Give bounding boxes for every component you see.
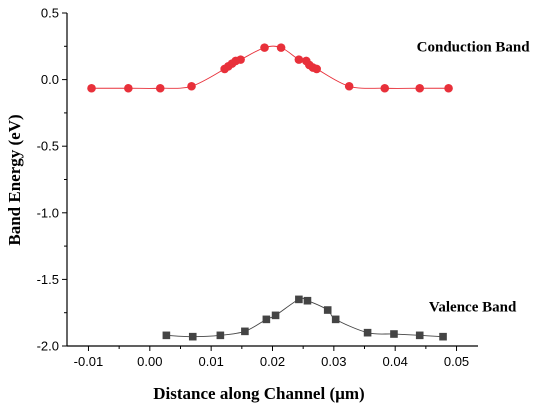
x-tick-label: 0.01: [199, 354, 224, 369]
y-tick-label: -0.5: [37, 139, 59, 154]
valence-band-point: [331, 315, 340, 324]
valence-band-point: [295, 295, 303, 304]
x-tick-label: 0.03: [321, 354, 346, 369]
valence-band-point: [216, 331, 225, 340]
valence-band-point: [262, 315, 271, 324]
conduction-band-point: [380, 83, 390, 93]
x-tick-label: -0.01: [74, 354, 104, 369]
conduction-band-point: [155, 83, 165, 93]
valence-band-point: [390, 330, 398, 338]
conduction-band-point: [187, 81, 196, 91]
conduction-band-point: [124, 83, 133, 93]
valence-band-point: [241, 327, 249, 336]
conduction-band-point: [260, 43, 269, 52]
conduction-band-point: [87, 83, 96, 93]
annotation-label: Conduction Band: [417, 40, 531, 56]
x-tick-label: 0.00: [137, 354, 162, 369]
tick-labels: -0.01 0.00 0.01 0.02 0.03 0.04 0.05 0.5 0.0 -0.5 -…: [37, 6, 470, 370]
axes: [66, 13, 478, 347]
series-0-line: [91, 45, 449, 89]
valence-band-point: [271, 311, 280, 320]
x-tick-label: 0.05: [444, 354, 469, 369]
conduction-band-point: [294, 55, 304, 64]
y-tick-label: -1.0: [37, 205, 59, 220]
conduction-band-point: [236, 55, 245, 64]
conduction-band-point: [415, 83, 425, 93]
y-tick-label: -1.5: [37, 272, 59, 287]
y-tick-label: 0.5: [41, 6, 59, 21]
conduction-band-point: [344, 81, 354, 91]
series-curves: [91, 45, 449, 338]
tick-marks: [62, 12, 458, 351]
valence-band-point: [439, 332, 447, 341]
y-axis-title: Band Energy (eV): [5, 114, 24, 245]
valence-band-point: [188, 332, 197, 341]
valence-band-point: [323, 306, 332, 314]
conduction-band-point: [444, 83, 453, 93]
x-tick-label: 0.02: [260, 354, 285, 369]
series-markers: [87, 43, 453, 341]
valence-band-point: [162, 331, 171, 340]
x-axis-title: Distance along Channel (µm): [153, 384, 364, 403]
y-tick-label: -2.0: [37, 339, 59, 354]
valence-band-point: [363, 328, 372, 337]
valence-band-point: [303, 296, 312, 305]
annotations: Conduction Band Valence Band: [417, 40, 531, 316]
conduction-band-point: [276, 43, 286, 52]
conduction-band-point: [312, 64, 321, 74]
y-tick-label: 0.0: [41, 72, 59, 87]
annotation-label: Valence Band: [429, 299, 517, 315]
x-tick-label: 0.04: [383, 354, 408, 369]
valence-band-point: [415, 331, 424, 340]
